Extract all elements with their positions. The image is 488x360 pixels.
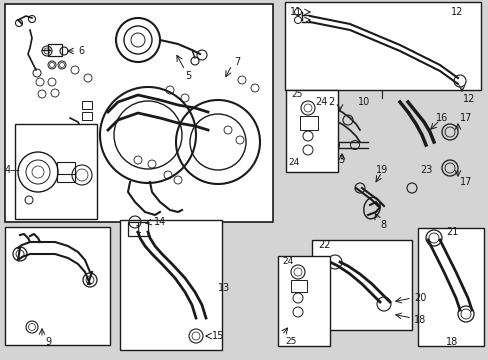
Bar (57, 162, 75, 182)
Text: 12: 12 (462, 94, 474, 104)
Bar (5, 227, 110, 345)
Text: 19: 19 (375, 165, 387, 175)
Text: 22: 22 (317, 240, 330, 250)
Text: 25: 25 (290, 90, 302, 99)
Text: 9: 9 (45, 337, 51, 347)
Text: 17: 17 (459, 177, 471, 187)
Bar (48, 44, 62, 56)
Bar (311, 240, 411, 330)
Bar (82, 112, 92, 120)
Bar (15, 124, 97, 219)
Bar (285, 90, 337, 172)
Text: 2: 2 (327, 97, 334, 107)
Text: 24: 24 (314, 97, 326, 107)
Bar (82, 101, 92, 109)
Text: 5: 5 (184, 71, 191, 81)
Text: 15: 15 (212, 331, 224, 341)
Text: 23: 23 (419, 165, 431, 175)
Bar (128, 222, 148, 236)
Bar (290, 280, 306, 292)
Text: 6: 6 (78, 46, 84, 56)
Text: 10: 10 (357, 97, 369, 107)
Bar (5, 4, 272, 222)
Text: 14: 14 (154, 217, 166, 227)
Text: 12: 12 (450, 7, 462, 17)
Text: 25: 25 (285, 338, 296, 346)
Text: 11: 11 (289, 7, 302, 17)
Text: 17: 17 (459, 113, 471, 123)
Text: 1: 1 (134, 225, 141, 235)
Text: 16: 16 (435, 113, 447, 123)
Text: 20: 20 (413, 293, 426, 303)
Text: 18: 18 (445, 337, 457, 347)
Text: 21: 21 (445, 227, 457, 237)
Bar (417, 228, 483, 346)
Text: 24: 24 (287, 158, 299, 166)
Text: 3: 3 (337, 155, 344, 165)
Text: 4—: 4— (5, 165, 21, 175)
Bar (278, 256, 329, 346)
Bar (82, 124, 92, 132)
Text: 18: 18 (413, 315, 426, 325)
Bar (299, 116, 317, 130)
Text: 7: 7 (234, 57, 240, 67)
Text: 8: 8 (379, 220, 386, 230)
Text: 13: 13 (218, 283, 230, 293)
Text: 24: 24 (282, 257, 293, 266)
Bar (285, 2, 480, 90)
Bar (120, 220, 222, 350)
